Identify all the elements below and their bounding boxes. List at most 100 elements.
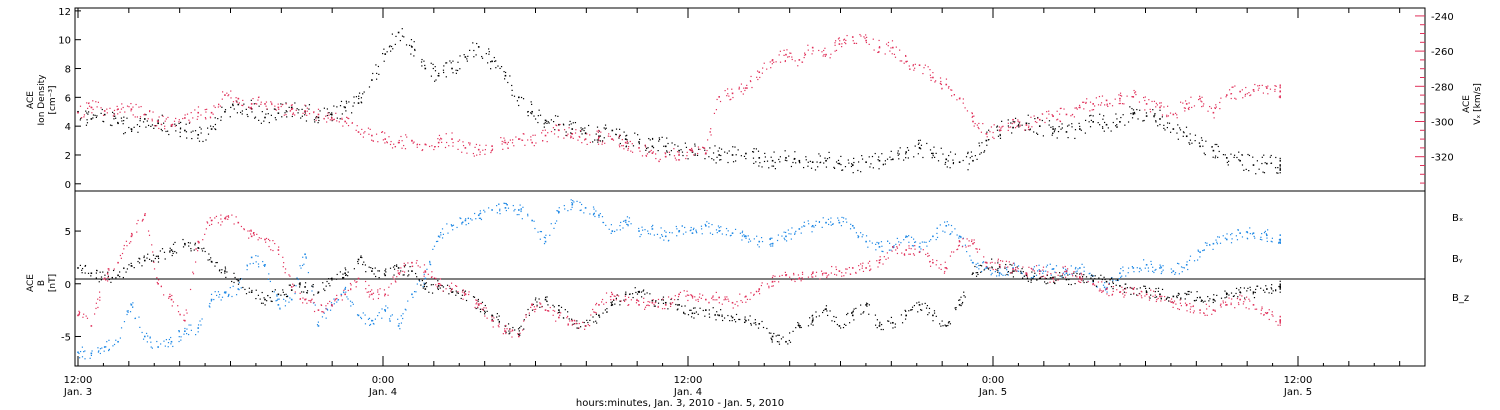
density-noise bbox=[157, 119, 159, 121]
density-noise bbox=[574, 121, 577, 124]
by-noise bbox=[794, 232, 796, 234]
bx-noise bbox=[753, 322, 755, 324]
bx-noise bbox=[208, 253, 210, 255]
vx-noise bbox=[556, 124, 558, 127]
vx-point bbox=[384, 138, 387, 140]
bz-point bbox=[878, 261, 881, 264]
density-point bbox=[344, 106, 346, 109]
vx-noise bbox=[924, 64, 926, 66]
bz-noise bbox=[131, 234, 133, 236]
bz-point bbox=[638, 304, 640, 306]
bz-noise bbox=[1180, 305, 1182, 307]
vx-noise bbox=[1048, 113, 1050, 115]
bz-noise bbox=[189, 288, 192, 291]
density-noise bbox=[805, 156, 807, 158]
by-point bbox=[584, 207, 587, 209]
density-noise bbox=[123, 133, 125, 135]
bz-noise bbox=[567, 323, 569, 325]
vx-noise bbox=[1097, 104, 1100, 106]
vx-noise bbox=[401, 147, 403, 149]
vx-noise bbox=[1013, 122, 1015, 124]
bz-noise bbox=[943, 272, 946, 274]
by-point bbox=[1079, 267, 1081, 269]
bx-noise bbox=[527, 308, 529, 311]
bx-noise bbox=[567, 311, 569, 313]
bz-noise bbox=[855, 272, 857, 274]
bx-noise bbox=[182, 238, 184, 241]
bz-point bbox=[184, 319, 186, 322]
density-point bbox=[798, 159, 801, 162]
bz-noise bbox=[211, 219, 213, 221]
bz-point bbox=[1199, 309, 1201, 311]
by-noise bbox=[689, 230, 691, 232]
by-point bbox=[1159, 267, 1161, 269]
density-point bbox=[544, 119, 547, 122]
bx-noise bbox=[375, 275, 377, 278]
vx-point bbox=[598, 136, 600, 139]
bz-noise bbox=[492, 319, 494, 322]
bz-noise bbox=[846, 268, 848, 270]
density-noise bbox=[534, 118, 537, 120]
vx-noise bbox=[151, 120, 153, 122]
bx-noise bbox=[240, 278, 242, 280]
density-noise bbox=[1163, 127, 1165, 129]
vx-noise bbox=[609, 135, 611, 138]
bx-noise bbox=[1094, 278, 1096, 280]
by-noise bbox=[1176, 262, 1179, 264]
x-tick-time-label: 0:00 bbox=[372, 375, 394, 386]
bx-noise bbox=[224, 266, 226, 268]
bz-noise bbox=[278, 253, 280, 255]
density-noise bbox=[596, 139, 598, 141]
bz-noise bbox=[910, 248, 912, 250]
bx-noise bbox=[847, 312, 849, 315]
bz-noise bbox=[821, 274, 824, 276]
by-noise bbox=[201, 318, 203, 320]
bx-noise bbox=[484, 313, 486, 315]
density-noise bbox=[122, 123, 124, 125]
bx-noise bbox=[261, 291, 263, 294]
bz-noise bbox=[207, 222, 209, 224]
vx-point bbox=[838, 43, 841, 45]
bz-noise bbox=[989, 267, 991, 269]
vx-noise bbox=[962, 98, 964, 100]
bx-noise bbox=[544, 296, 547, 298]
bx-noise bbox=[1256, 285, 1258, 287]
bx-noise bbox=[1011, 264, 1013, 266]
density-noise bbox=[872, 167, 874, 169]
bx-noise bbox=[84, 272, 86, 274]
vx-noise bbox=[1258, 84, 1261, 87]
bz-point bbox=[277, 249, 280, 251]
density-noise bbox=[919, 147, 921, 149]
by-noise bbox=[273, 291, 275, 293]
bz-noise bbox=[594, 311, 596, 313]
bx-noise bbox=[1082, 276, 1084, 278]
vx-noise bbox=[232, 101, 235, 103]
vx-point bbox=[865, 39, 867, 42]
density-noise bbox=[627, 142, 629, 144]
vx-noise bbox=[699, 148, 701, 151]
bx-noise bbox=[1165, 298, 1167, 300]
by-noise bbox=[841, 216, 843, 219]
vx-noise bbox=[742, 93, 744, 95]
density-noise bbox=[704, 158, 706, 160]
vx-noise bbox=[824, 55, 826, 57]
bz-noise bbox=[593, 311, 595, 313]
bx-noise bbox=[825, 305, 828, 307]
by-noise bbox=[1065, 268, 1067, 271]
density-noise bbox=[1216, 143, 1218, 146]
vx-noise bbox=[315, 119, 317, 121]
density-noise bbox=[504, 78, 506, 80]
density-noise bbox=[626, 139, 628, 141]
by-noise bbox=[478, 217, 481, 219]
bz-noise bbox=[313, 310, 316, 313]
by-noise bbox=[840, 225, 843, 227]
bz-noise bbox=[1164, 295, 1166, 298]
by-noise bbox=[939, 224, 941, 226]
bx-point bbox=[1012, 270, 1014, 272]
bx-noise bbox=[910, 309, 912, 311]
bz-noise bbox=[623, 300, 626, 302]
bx-noise bbox=[849, 322, 851, 324]
density-noise bbox=[145, 126, 147, 128]
density-noise bbox=[584, 127, 586, 129]
vx-noise bbox=[1219, 101, 1221, 104]
